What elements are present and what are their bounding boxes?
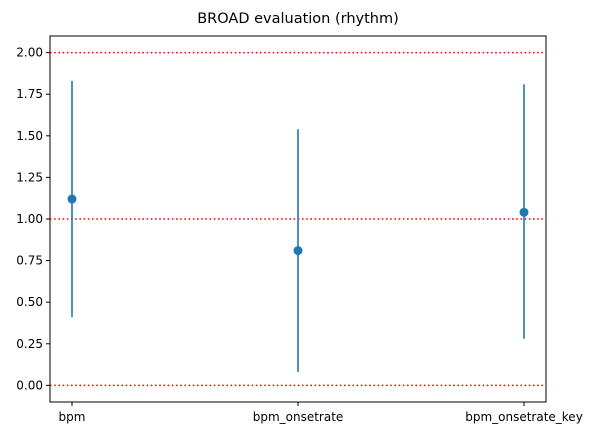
- y-axis: 0.00 0.25 0.50 0.75 1.00 1.25 1.50 1.75 2.00: [16, 46, 50, 392]
- y-tick-label-7: 1.75: [16, 87, 43, 101]
- data-point-bpm_onsetrate: [293, 246, 303, 256]
- y-tick-label-5: 1.25: [16, 170, 43, 184]
- chart-title: BROAD evaluation (rhythm): [197, 11, 399, 27]
- x-tick-label-1: bpm_onsetrate: [253, 410, 344, 424]
- x-tick-label-0: bpm: [59, 410, 86, 424]
- data-points: [67, 194, 529, 256]
- data-point-bpm_onsetrate_key: [519, 207, 529, 217]
- y-tick-label-0: 0.00: [16, 378, 43, 392]
- x-tick-label-2: bpm_onsetrate_key: [465, 410, 583, 424]
- y-tick-label-4: 1.00: [16, 212, 43, 226]
- x-axis: bpm bpm_onsetrate bpm_onsetrate_key: [59, 402, 583, 424]
- y-tick-label-2: 0.50: [16, 295, 43, 309]
- y-tick-label-8: 2.00: [16, 46, 43, 60]
- y-tick-label-1: 0.25: [16, 337, 43, 351]
- y-tick-label-6: 1.50: [16, 129, 43, 143]
- error-bars: [71, 80, 525, 373]
- y-tick-label-3: 0.75: [16, 254, 43, 268]
- data-point-bpm: [67, 194, 77, 204]
